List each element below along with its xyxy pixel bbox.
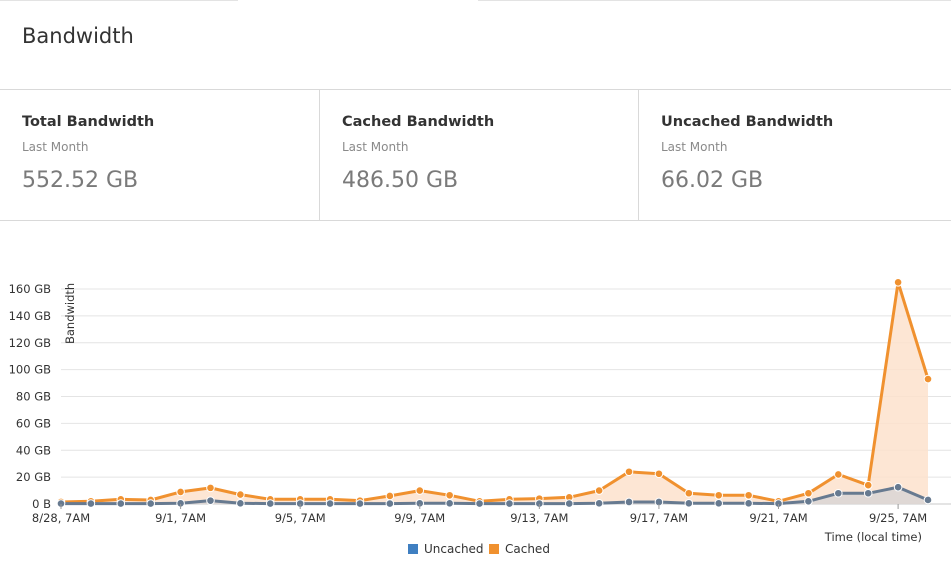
- y-tick-label: 100 GB: [9, 363, 52, 377]
- legend-swatch-cached: [489, 544, 499, 554]
- tab-bar-border-left: [0, 0, 238, 1]
- y-tick-label: 120 GB: [9, 336, 52, 350]
- stat-period: Last Month: [342, 140, 409, 154]
- point-uncached: [146, 499, 155, 508]
- y-tick-label: 60 GB: [16, 416, 51, 430]
- point-uncached: [923, 495, 933, 505]
- point-uncached: [505, 499, 514, 508]
- point-cached: [594, 486, 604, 495]
- y-tick-label: 140 GB: [9, 309, 52, 323]
- y-tick-label: 80 GB: [16, 390, 51, 404]
- y-tick-label: 20 GB: [16, 470, 51, 484]
- stat-value: 552.52 GB: [22, 168, 139, 193]
- stat-value: 486.50 GB: [342, 168, 459, 193]
- page-title: Bandwidth: [22, 24, 134, 48]
- point-cached: [834, 470, 843, 479]
- point-cached: [415, 486, 425, 495]
- point-uncached: [714, 499, 724, 508]
- line-cached: [60, 280, 930, 504]
- x-tick-label: 9/5, 7AM: [275, 511, 326, 525]
- legend-label-cached: Cached: [505, 542, 550, 556]
- x-tick-label: 9/21, 7AM: [749, 511, 807, 525]
- point-uncached: [385, 499, 395, 508]
- area-cached: [61, 282, 928, 504]
- series-lines: [60, 280, 930, 506]
- point-uncached: [624, 497, 634, 507]
- point-cached: [863, 480, 873, 490]
- x-tick-label: 9/13, 7AM: [510, 511, 568, 525]
- x-axis: 8/28, 7AM 9/1, 7AM 9/5, 7AM 9/9, 7AM 9/13, 7…: [32, 504, 927, 525]
- point-cached: [176, 487, 185, 497]
- point-uncached: [834, 488, 843, 498]
- series-points: [56, 277, 933, 508]
- legend-swatch-uncached: [408, 544, 418, 554]
- x-tick-label: 9/25, 7AM: [869, 511, 927, 525]
- bandwidth-chart: 0 B 20 GB 40 GB 60 GB 80 GB 100 GB 120 GB 140 G…: [9, 277, 951, 556]
- x-tick-label: 9/17, 7AM: [630, 511, 688, 525]
- chart-grid: [61, 288, 951, 505]
- point-uncached: [325, 499, 335, 508]
- y-axis: 0 B 20 GB 40 GB 60 GB 80 GB 100 GB 120 GB 140 G…: [9, 282, 52, 511]
- point-uncached: [744, 499, 753, 508]
- point-uncached: [355, 499, 365, 508]
- point-cached: [654, 469, 664, 479]
- point-uncached: [86, 499, 96, 508]
- point-cached: [445, 490, 454, 500]
- y-tick-label: 160 GB: [9, 282, 52, 296]
- point-uncached: [265, 499, 275, 508]
- x-tick-label: 8/28, 7AM: [32, 511, 90, 525]
- stats-row: Total Bandwidth Last Month 552.52 GB Cac…: [0, 89, 951, 221]
- x-tick-label: 9/1, 7AM: [155, 511, 206, 525]
- area-uncached: [61, 487, 928, 504]
- tab-bar-border-right: [478, 0, 951, 1]
- stat-title: Cached Bandwidth: [342, 114, 495, 130]
- point-cached: [923, 374, 933, 384]
- point-uncached: [594, 499, 604, 508]
- point-cached: [714, 490, 724, 500]
- tab-bar-border: [0, 0, 951, 1]
- stat-value: 66.02 GB: [661, 168, 764, 193]
- stat-period: Last Month: [22, 140, 89, 154]
- point-uncached: [893, 482, 903, 492]
- point-cached: [804, 488, 813, 498]
- stat-title: Total Bandwidth: [22, 114, 155, 130]
- point-cached: [206, 483, 215, 493]
- point-uncached: [475, 499, 484, 508]
- y-tick-label: 0 B: [32, 497, 51, 511]
- point-uncached: [445, 499, 454, 508]
- point-cached: [385, 491, 395, 501]
- point-cached: [236, 490, 245, 499]
- point-uncached: [236, 499, 245, 508]
- point-cached: [684, 488, 694, 498]
- line-uncached: [61, 485, 929, 506]
- y-tick-label: 40 GB: [16, 443, 51, 457]
- y-axis-label: Bandwidth: [63, 283, 77, 344]
- series-areas: [61, 282, 928, 504]
- point-uncached: [684, 499, 694, 508]
- stat-period: Last Month: [661, 140, 728, 154]
- point-uncached: [116, 499, 126, 508]
- point-uncached: [863, 488, 873, 498]
- chart-legend: Uncached Cached: [408, 542, 550, 556]
- stat-uncached-bandwidth: Uncached Bandwidth Last Month 66.02 GB: [638, 90, 951, 220]
- point-uncached: [564, 499, 574, 508]
- stat-cached-bandwidth: Cached Bandwidth Last Month 486.50 GB: [319, 90, 638, 220]
- x-axis-label: Time (local time): [824, 530, 922, 544]
- legend-label-uncached: Uncached: [424, 542, 484, 556]
- point-cached: [744, 490, 753, 500]
- stat-total-bandwidth: Total Bandwidth Last Month 552.52 GB: [0, 90, 319, 220]
- point-uncached: [804, 497, 813, 506]
- stat-title: Uncached Bandwidth: [661, 114, 834, 130]
- point-cached: [624, 467, 634, 477]
- point-cached: [893, 277, 903, 287]
- x-tick-label: 9/9, 7AM: [394, 511, 445, 525]
- point-uncached: [206, 496, 215, 505]
